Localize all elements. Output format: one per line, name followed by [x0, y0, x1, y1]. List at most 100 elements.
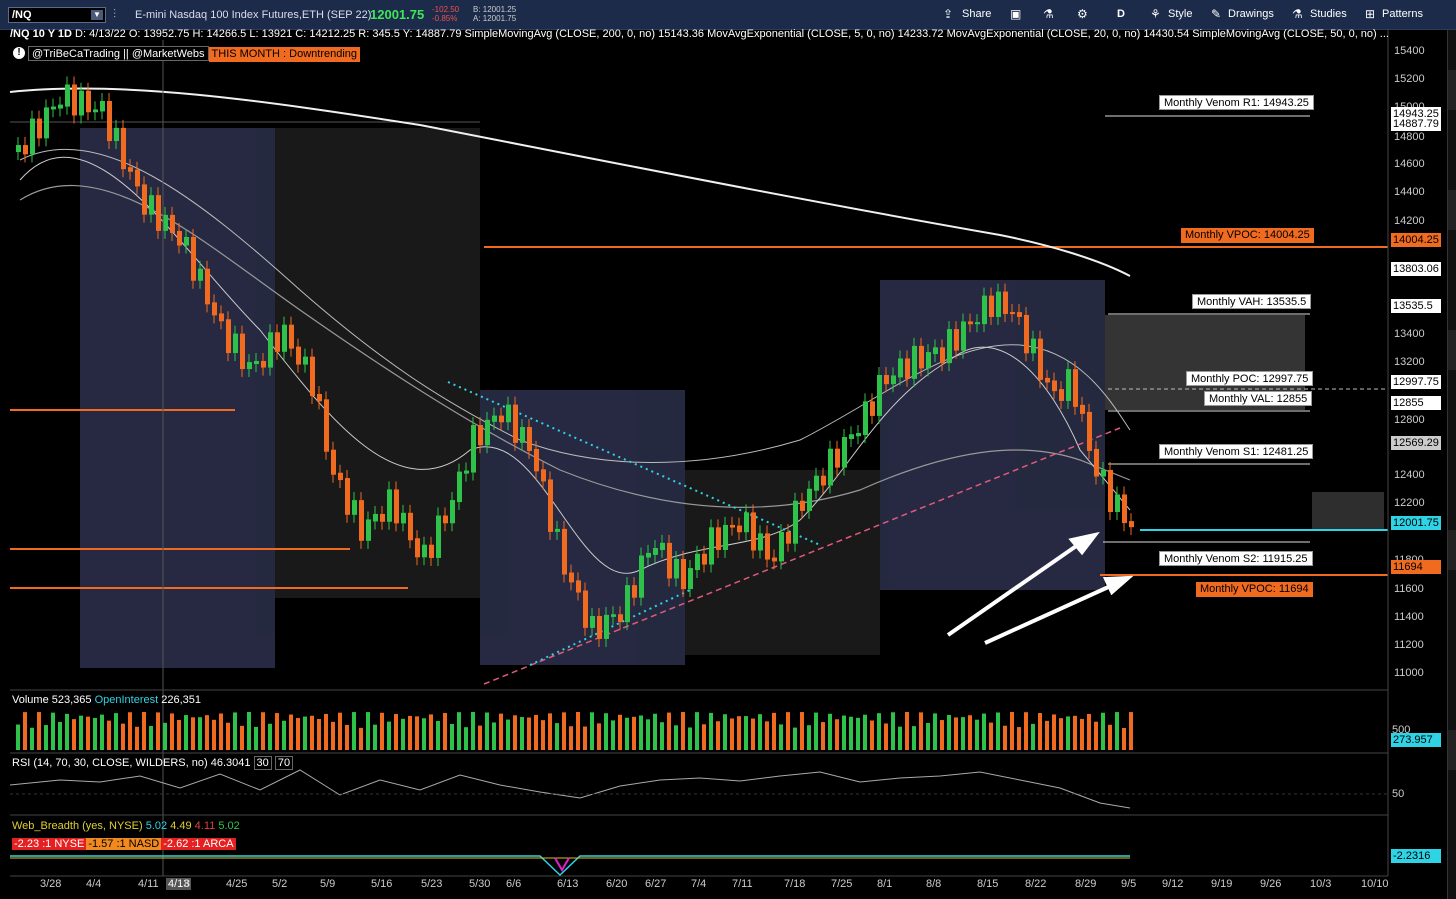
volume-bar [282, 720, 286, 750]
alert-icon[interactable]: ! [13, 47, 25, 59]
level-label[interactable]: Monthly VPOC: 11694 [1196, 582, 1313, 597]
breadth-title: Web_Breadth (yes, NYSE) [12, 820, 143, 832]
share-button[interactable]: Share [962, 8, 992, 20]
volume-bar [198, 717, 202, 750]
aggregation-button[interactable]: D [1117, 8, 1125, 20]
candle-body [261, 360, 266, 368]
candle-body [1108, 469, 1113, 512]
candle-body [1101, 469, 1106, 477]
volume-bar [37, 712, 41, 750]
candle-body [786, 531, 791, 544]
volume-bar [947, 714, 951, 750]
level-label[interactable]: Monthly VAL: 12855 [1204, 391, 1313, 406]
study-ema20[interactable]: MovAvgExponential (CLOSE, 20, 0, no) [946, 28, 1141, 40]
volume-bar [590, 712, 594, 750]
symbol-selector[interactable]: /NQ ▼ [8, 7, 106, 23]
date-axis-tick: 8/29 [1075, 878, 1097, 890]
style-button[interactable]: Style [1168, 8, 1193, 20]
volume-bar [394, 714, 398, 750]
candle-body [989, 295, 994, 317]
volume-bar [940, 720, 944, 750]
pencil-icon[interactable]: ✎ [1211, 7, 1222, 21]
candle-body [247, 362, 252, 370]
volume-bar [975, 719, 979, 750]
volume-bar [107, 720, 111, 750]
volume-bar [373, 724, 377, 750]
study-sma50[interactable]: SimpleMovingAvg (CLOSE, 50, 0, no) [1192, 28, 1377, 40]
link-icon[interactable]: ⫶ [113, 7, 117, 21]
candle-body [1010, 311, 1015, 315]
volume-bar [464, 727, 468, 750]
candle-body [1045, 377, 1050, 383]
candle-body [345, 478, 350, 515]
volume-bar [842, 715, 846, 750]
volume-bar [863, 714, 867, 750]
candle-body [1094, 448, 1099, 477]
studies-button[interactable]: Studies [1310, 8, 1347, 20]
volume-bar [891, 712, 895, 750]
studies-icon[interactable]: ⚗ [1292, 7, 1303, 21]
volume-bar [1010, 712, 1014, 750]
candle-body [576, 580, 581, 593]
share-icon[interactable]: ⇪ [943, 7, 954, 21]
volume-bar [142, 712, 146, 750]
level-label[interactable]: Monthly VPOC: 14004.25 [1181, 228, 1314, 243]
last-price: 12001.75 [370, 7, 425, 22]
volume-bar [541, 720, 545, 750]
flask-icon[interactable]: ⚗ [1043, 7, 1054, 21]
date-axis-tick: 8 [184, 878, 191, 890]
volume-legend: Volume 523,365 OpenInterest 226,351 [12, 694, 201, 706]
level-label[interactable]: Monthly Venom S2: 11915.25 [1159, 551, 1313, 566]
volume-bar [23, 712, 27, 750]
volume-bar [835, 719, 839, 750]
candle-body [443, 515, 448, 524]
candle-body [135, 169, 140, 187]
date-axis-tick: 6/20 [606, 878, 628, 890]
volume-bar [576, 712, 580, 750]
drawings-button[interactable]: Drawings [1228, 8, 1274, 20]
volume-bar [352, 712, 356, 750]
style-icon[interactable]: ⚘ [1150, 7, 1161, 21]
candle-body [457, 471, 462, 503]
gear-icon[interactable]: ⚙ [1077, 7, 1088, 21]
trendline-support[interactable] [483, 427, 1121, 685]
patterns-button[interactable]: Patterns [1382, 8, 1423, 20]
price-tag: 13535.5 [1391, 299, 1441, 313]
candle-body [464, 470, 469, 474]
candle-body [65, 84, 70, 107]
chevron-down-icon[interactable]: ▼ [91, 10, 103, 20]
volume-bar [296, 718, 300, 750]
rsi-line [9, 769, 1131, 809]
right-sidebar[interactable] [1447, 30, 1456, 899]
level-label[interactable]: Monthly VAH: 13535.5 [1192, 294, 1312, 309]
rsi-value: 46.3041 [210, 757, 251, 769]
date-axis-tick: 9/5 [1121, 878, 1137, 890]
candle-body [611, 614, 616, 617]
window-icon[interactable]: ▣ [1010, 7, 1022, 21]
volume-bar [856, 717, 860, 750]
candle-body [303, 356, 308, 365]
candle-body [975, 322, 980, 325]
ohlc-y: Y: 14887.79 [402, 28, 462, 40]
level-label[interactable]: Monthly POC: 12997.75 [1186, 371, 1314, 386]
volume-bar [765, 721, 769, 750]
volume-bar [268, 723, 272, 750]
change-percent: -0.85% [432, 14, 458, 23]
volume-bar [646, 719, 650, 750]
level-label[interactable]: Monthly Venom R1: 14943.25 [1159, 95, 1314, 110]
price-axis-tick: 11600 [1394, 583, 1424, 595]
volume-bar [1017, 727, 1021, 750]
price-axis-tick: 12200 [1394, 497, 1425, 509]
volume-bar [478, 725, 482, 750]
candle-body [121, 127, 126, 170]
ohlc-high: H: 14266.5 [192, 28, 247, 40]
volume-bar [583, 726, 587, 750]
patterns-icon[interactable]: ⊞ [1365, 7, 1376, 21]
study-sma200[interactable]: SimpleMovingAvg (CLOSE, 200, 0, no) [464, 28, 656, 40]
study-ema5[interactable]: MovAvgExponential (CLOSE, 5, 0, no) [707, 28, 895, 40]
breadth-v3: 4.11 [194, 820, 216, 832]
date-axis-tick: 5/16 [371, 878, 393, 890]
level-label[interactable]: Monthly Venom S1: 12481.25 [1159, 444, 1314, 459]
volume-bar [1045, 720, 1049, 750]
candle-body [212, 302, 217, 316]
